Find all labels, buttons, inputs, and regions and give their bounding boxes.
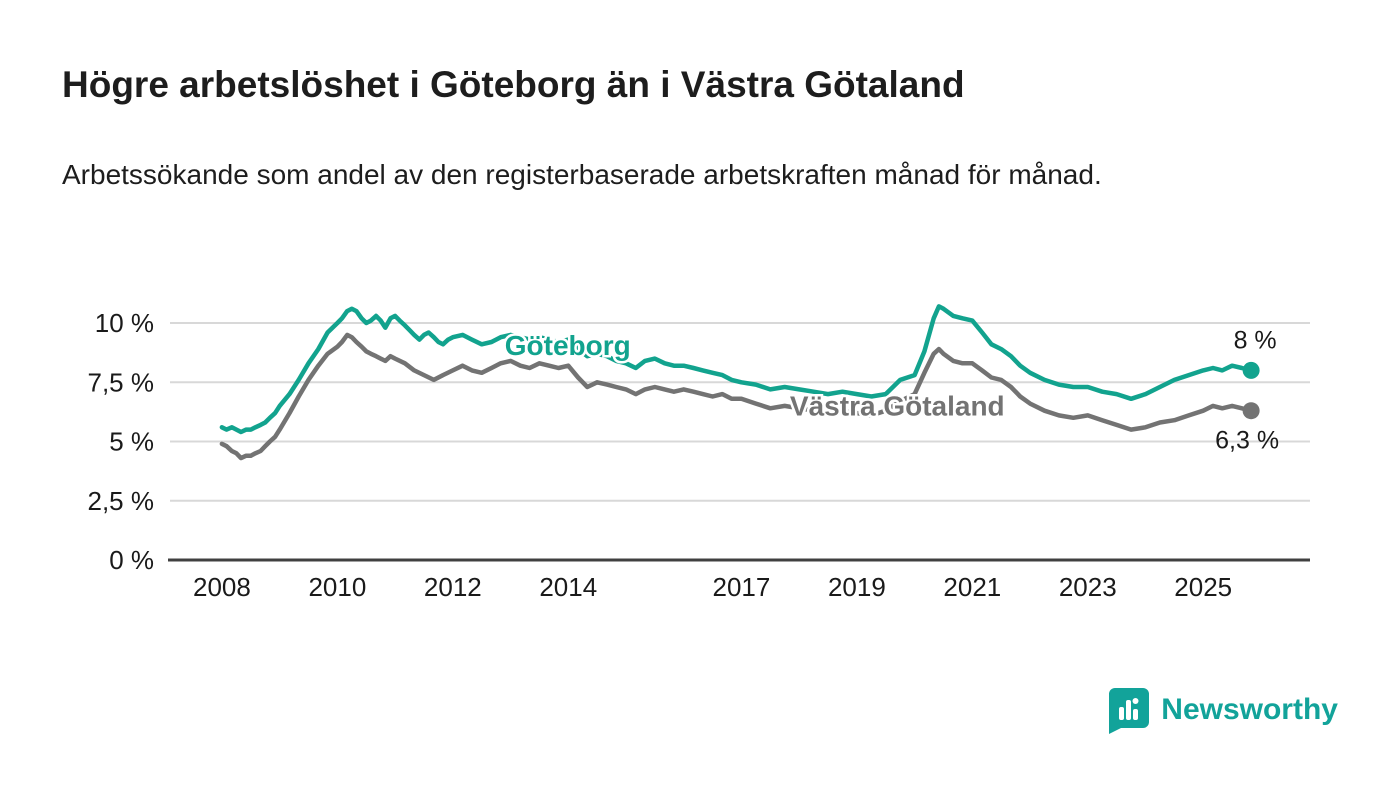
series-end-label-goteborg: 8 % [1234,326,1277,354]
chart-subtitle: Arbetssökande som andel av den registerb… [62,159,1102,190]
x-tick-label: 2012 [424,572,482,602]
series-label-goteborg: Göteborg [505,330,631,361]
x-tick-label: 2014 [539,572,597,602]
y-tick-label: 0 % [109,545,154,575]
x-tick-label: 2019 [828,572,886,602]
x-tick-label: 2010 [308,572,366,602]
logo-bar-3 [1133,709,1139,720]
y-tick-label: 10 % [95,308,154,338]
y-tick-label: 5 % [109,427,154,457]
x-tick-label: 2021 [943,572,1001,602]
series-end-dot-vastra-gotaland [1242,402,1260,420]
x-tick-label: 2008 [193,572,251,602]
y-tick-label: 7,5 % [88,367,155,397]
x-tick-label: 2017 [713,572,771,602]
logo-bar-1 [1119,707,1125,720]
newsworthy-logo-icon [1109,688,1150,734]
unemployment-chart: 0 % 2,5 % 5 % 7,5 % 10 % 2008 2010 2012 2014 2017… [88,304,1310,602]
series-line-goteborg [219,304,1254,435]
logo-dot [1132,698,1139,704]
newsworthy-brand: Newsworthy [1107,686,1338,734]
series-label-vastra-gotaland: Västra Götaland [790,390,1005,421]
page-title: Högre arbetslöshet i Göteborg än i Västr… [62,64,965,105]
y-tick-label: 2,5 % [88,486,155,516]
series-line-vastra-gotaland [219,332,1254,461]
logo-bar-2 [1126,700,1132,720]
series-end-dot-goteborg [1242,361,1260,379]
series-end-label-vastra-gotaland: 6,3 % [1215,427,1279,455]
newsworthy-brand-name: Newsworthy [1161,693,1338,726]
x-tick-label: 2025 [1174,572,1232,602]
x-tick-label: 2023 [1059,572,1117,602]
